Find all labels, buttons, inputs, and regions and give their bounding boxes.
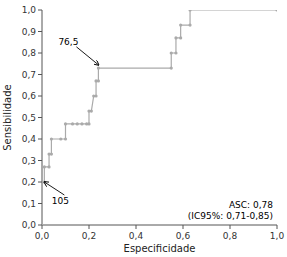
- axes: 0,0 0,2 0,4 0,6 0,8 1,0 0,0 0,1 0,2 0,3 0,4 0,5 0,6 0…: [22, 5, 285, 241]
- y-tick-label: 0,2: [22, 177, 36, 187]
- roc-point: [64, 122, 67, 125]
- y-tick-label: 0,9: [22, 27, 37, 37]
- y-tick-label: 0,1: [22, 199, 36, 209]
- roc-point: [170, 51, 173, 54]
- roc-line: [42, 10, 277, 225]
- roc-point: [174, 51, 177, 54]
- roc-point: [170, 66, 173, 69]
- y-tick-label: 0,7: [22, 70, 36, 80]
- x-tick-label: 0,2: [82, 231, 96, 241]
- roc-point: [42, 223, 44, 225]
- annotation: 76,5: [58, 37, 78, 47]
- plot-area: [42, 10, 277, 225]
- x-tick: [230, 225, 231, 229]
- roc-point: [179, 23, 182, 26]
- y-tick: [38, 53, 42, 54]
- roc-point: [174, 36, 177, 39]
- y-tick-label: 0,8: [22, 48, 37, 58]
- roc-point: [179, 36, 182, 39]
- roc-point: [97, 79, 100, 82]
- roc-point: [64, 137, 67, 140]
- y-tick: [38, 182, 42, 183]
- roc-point: [76, 122, 79, 125]
- y-tick: [38, 117, 42, 118]
- y-tick: [38, 203, 42, 204]
- roc-point: [43, 165, 46, 168]
- x-tick-label: 0,6: [176, 231, 191, 241]
- y-tick: [38, 74, 42, 75]
- y-tick-label: 0,4: [22, 134, 37, 144]
- roc-point: [188, 23, 191, 26]
- y-tick-label: 1,0: [22, 5, 37, 15]
- roc-point: [97, 66, 100, 69]
- y-tick: [38, 10, 42, 11]
- x-tick-label: 1,0: [270, 231, 285, 241]
- roc-point: [50, 137, 53, 140]
- roc-point: [188, 10, 191, 12]
- roc-point: [50, 152, 53, 155]
- y-tick-label: 0,0: [22, 220, 37, 230]
- roc-point: [59, 137, 62, 140]
- roc-point: [87, 122, 90, 125]
- y-tick-label: 0,5: [22, 113, 36, 123]
- y-tick: [38, 139, 42, 140]
- roc-point: [275, 10, 277, 12]
- x-axis-line: [42, 225, 277, 226]
- roc-point: [47, 165, 50, 168]
- x-axis-label: Especificidade: [124, 243, 196, 254]
- x-tick: [277, 225, 278, 229]
- annotations: 76,5 105 ASC: 0,78(IC95%: 0,71-0,85): [44, 37, 273, 221]
- y-tick: [38, 225, 42, 226]
- annotation-line: (IC95%: 0,71-0,85): [188, 211, 273, 221]
- chart: 0,0 0,2 0,4 0,6 0,8 1,0 0,0 0,1 0,2 0,3 0,4 0,5 0,6 0…: [0, 0, 287, 257]
- roc-point: [90, 109, 93, 112]
- roc-point: [80, 122, 83, 125]
- y-tick: [38, 160, 42, 161]
- roc-point: [71, 122, 74, 125]
- x-tick-label: 0,0: [35, 231, 50, 241]
- x-tick: [183, 225, 184, 229]
- annotation-arrow: [76, 47, 98, 65]
- y-tick: [38, 96, 42, 97]
- annotation-note: ASC: 0,78(IC95%: 0,71-0,85): [188, 200, 273, 221]
- y-tick-label: 0,3: [22, 156, 36, 166]
- roc-point: [94, 94, 97, 97]
- x-tick-label: 0,4: [129, 231, 144, 241]
- annotation: 105: [52, 196, 69, 206]
- y-axis-label: Sensibilidade: [2, 84, 13, 150]
- x-tick-label: 0,8: [223, 231, 238, 241]
- annotation-line: ASC: 0,78: [229, 200, 273, 210]
- annotation-arrow: [44, 182, 64, 195]
- x-tick: [89, 225, 90, 229]
- x-tick: [136, 225, 137, 229]
- x-tick: [42, 225, 43, 229]
- y-tick-label: 0,6: [22, 91, 37, 101]
- y-tick: [38, 31, 42, 32]
